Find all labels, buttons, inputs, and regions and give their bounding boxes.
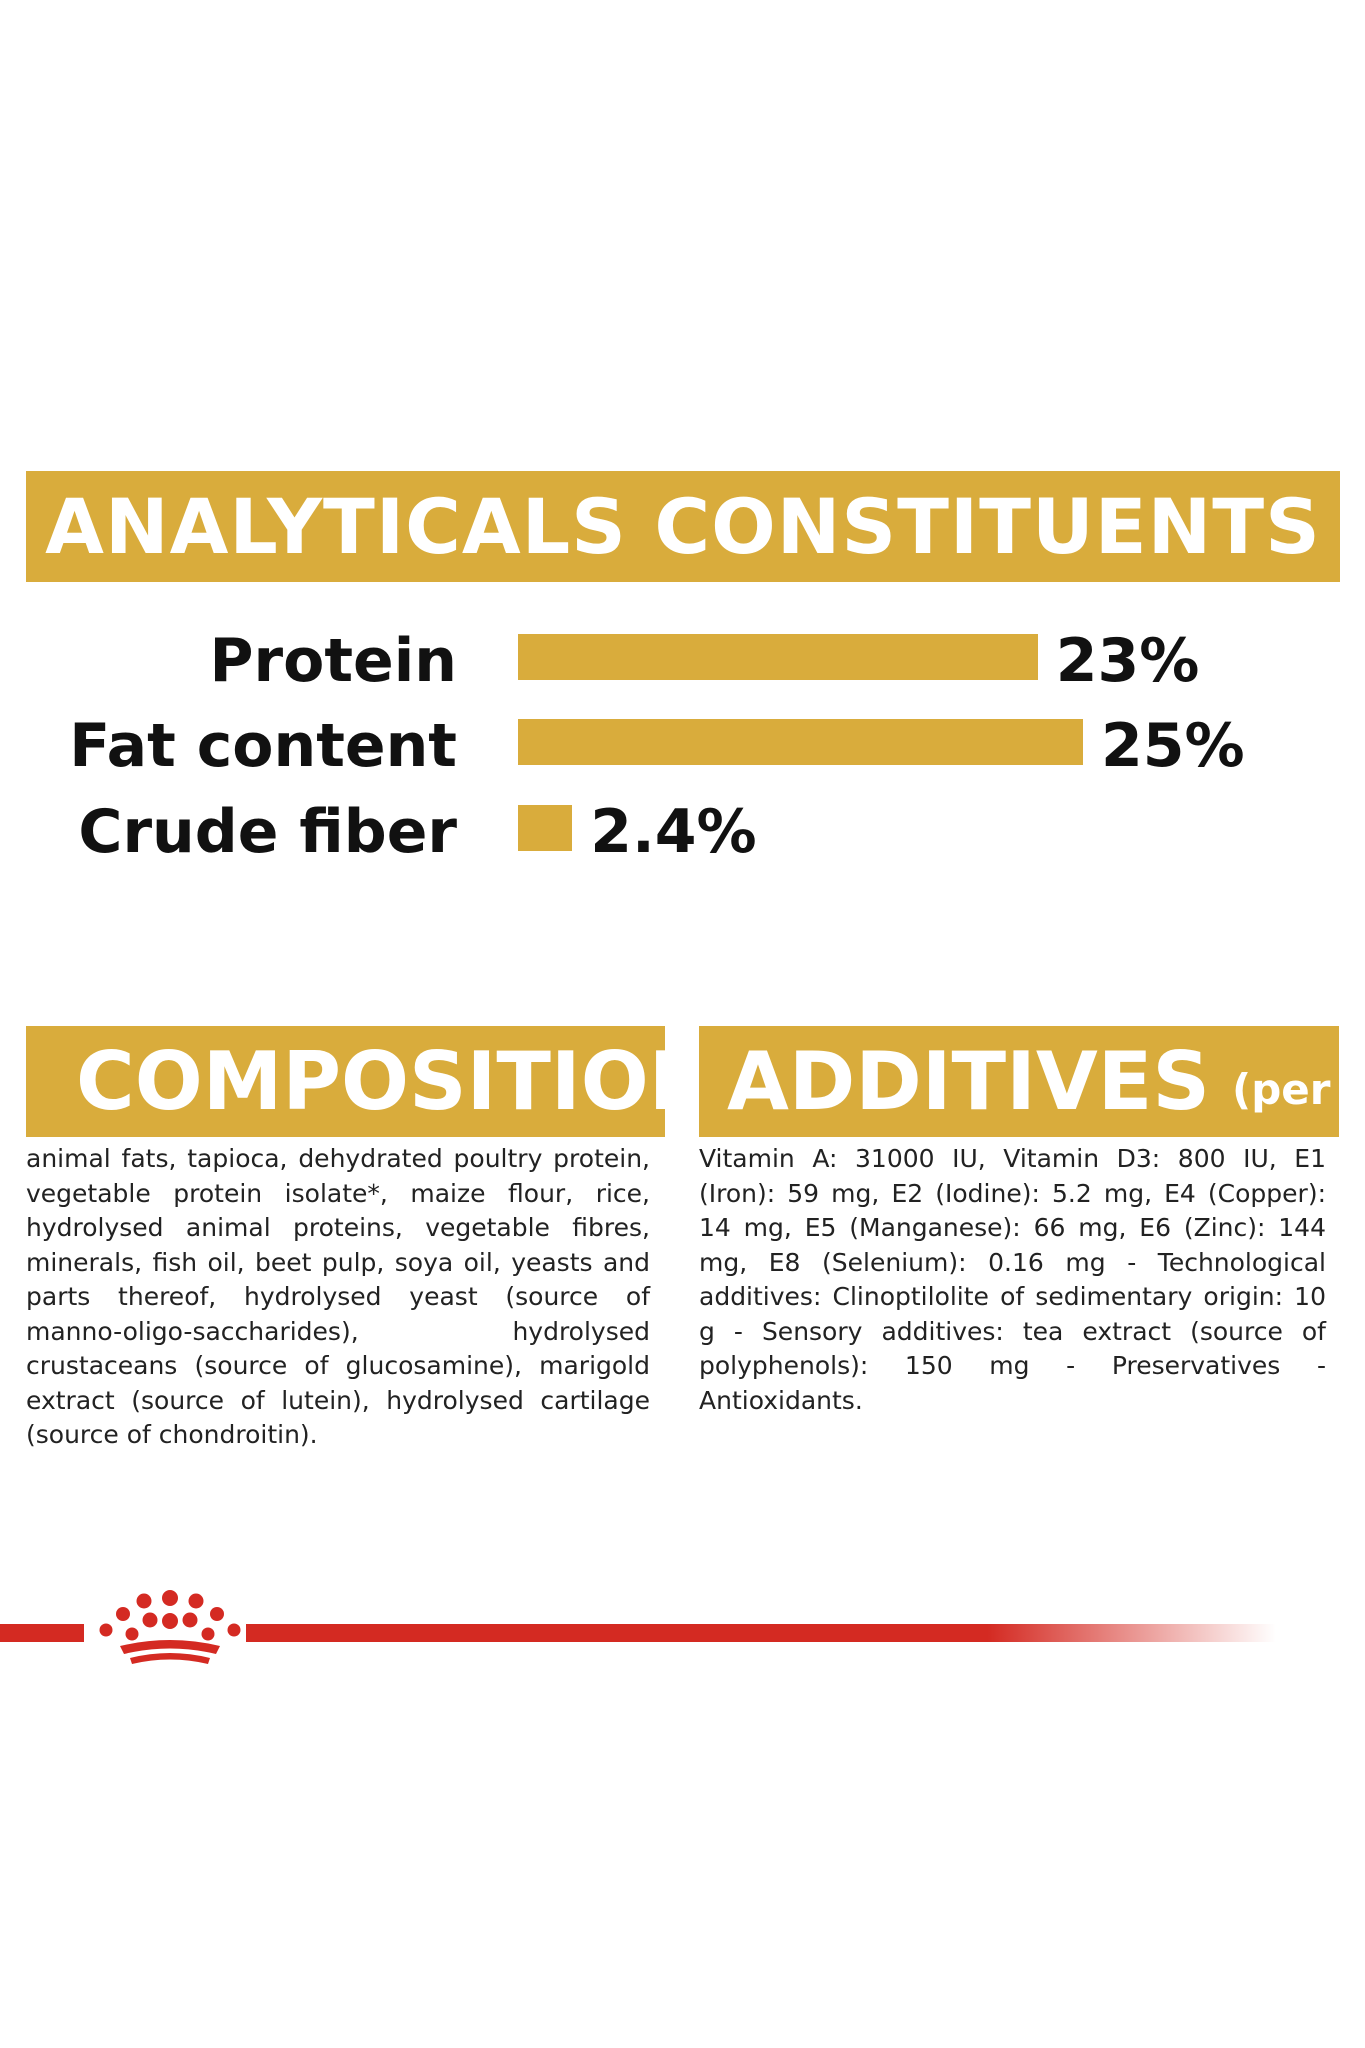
brand-line-left	[0, 1624, 84, 1642]
analytics-title-banner: ANALYTICALS CONSTITUENTS	[26, 471, 1340, 582]
bar-value-fat-content: 25%	[1101, 711, 1245, 781]
bar-fat-content	[518, 719, 1083, 765]
bar-value-protein: 23%	[1055, 626, 1200, 696]
bar-value-crude-fiber: 2.4%	[590, 797, 757, 867]
bar-crude-fiber	[518, 805, 573, 851]
chart-label-fat-content: Fat content	[69, 711, 457, 781]
composition-title-banner: COMPOSITION	[26, 1026, 716, 1137]
additives-title: ADDITIVES	[727, 1035, 1211, 1128]
composition-title: COMPOSITION	[76, 1035, 716, 1128]
chart-label-crude-fiber: Crude fiber	[78, 797, 457, 867]
additives-title-suffix: (per kg)	[1232, 1065, 1365, 1114]
composition-text: animal fats, tapioca, dehydrated poultry…	[26, 1144, 650, 1449]
analytics-title: ANALYTICALS CONSTITUENTS	[45, 482, 1321, 571]
crown-icon	[99, 1590, 241, 1664]
brand-line-right	[246, 1624, 1276, 1642]
bar-protein	[518, 634, 1038, 680]
additives-text: Vitamin A: 31000 IU, Vitamin D3: 800 IU,…	[699, 1144, 1326, 1415]
additives-title-banner: ADDITIVES (per kg)	[699, 1026, 1365, 1137]
chart-label-protein: Protein	[209, 626, 457, 696]
